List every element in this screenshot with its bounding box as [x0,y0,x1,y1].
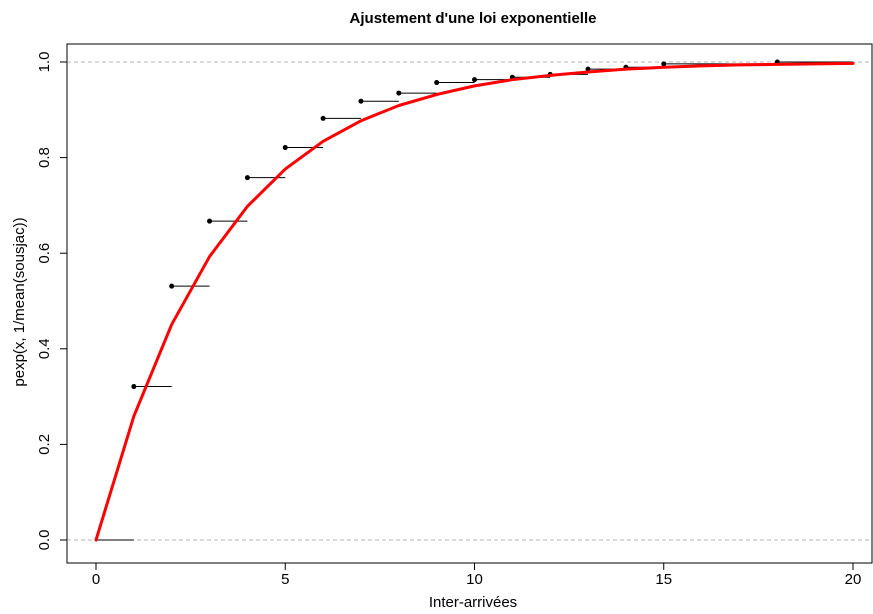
ecdf-point [282,145,288,151]
y-tick-label: 0.0 [36,530,53,551]
y-tick-label: 1.0 [36,52,53,73]
fit-series [94,61,855,542]
plot-frame [66,43,873,564]
y-tick-label: 0.6 [36,243,53,264]
y-axis: 0.0 0.2 0.4 0.6 0.8 1.0 [36,52,68,551]
ecdf-point [207,218,213,224]
ecdf-point [585,66,591,72]
y-tick-label: 0.4 [36,338,53,359]
ecdf-point [396,90,402,96]
x-tick-label: 15 [655,571,672,588]
x-axis: 0 5 10 15 20 [92,562,862,588]
x-tick-label: 20 [845,571,862,588]
ecdf-series [96,59,853,541]
y-axis-label: pexp(x, 1/mean(sousjac)) [11,217,28,386]
ecdf-point [244,175,250,181]
y-tick-label: 0.2 [36,434,53,455]
x-tick-label: 10 [466,571,483,588]
ecdf-point [358,98,364,104]
x-tick-label: 0 [92,571,100,588]
ecdf-point [661,61,667,67]
ecdf-point [320,115,326,121]
ecdf-point [169,283,175,289]
y-tick-label: 0.8 [36,147,53,168]
chart-title: Ajustement d'une loi exponentielle [350,10,597,27]
ecdf-point [434,80,440,86]
x-axis-label: Inter-arrivées [429,594,517,611]
ecdf-point [472,77,477,83]
fit-line [94,61,855,542]
x-tick-label: 5 [281,571,289,588]
reference-lines [67,61,872,541]
ecdf-point [131,384,137,390]
